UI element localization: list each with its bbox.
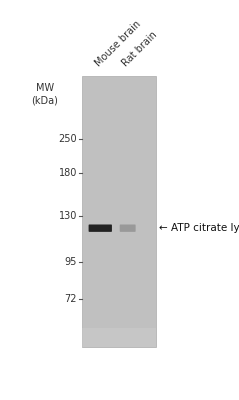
Text: MW
(kDa): MW (kDa) <box>31 84 58 105</box>
Text: 180: 180 <box>59 168 77 178</box>
FancyBboxPatch shape <box>89 224 112 232</box>
Text: 250: 250 <box>59 134 77 144</box>
Bar <box>82 76 156 347</box>
Text: 95: 95 <box>65 257 77 267</box>
Text: ← ATP citrate lyase: ← ATP citrate lyase <box>159 223 239 233</box>
Text: Rat brain: Rat brain <box>121 29 159 68</box>
Text: Mouse brain: Mouse brain <box>93 18 143 68</box>
FancyBboxPatch shape <box>120 224 136 232</box>
Text: 130: 130 <box>59 211 77 221</box>
Text: 72: 72 <box>65 294 77 304</box>
Bar <box>82 328 156 347</box>
